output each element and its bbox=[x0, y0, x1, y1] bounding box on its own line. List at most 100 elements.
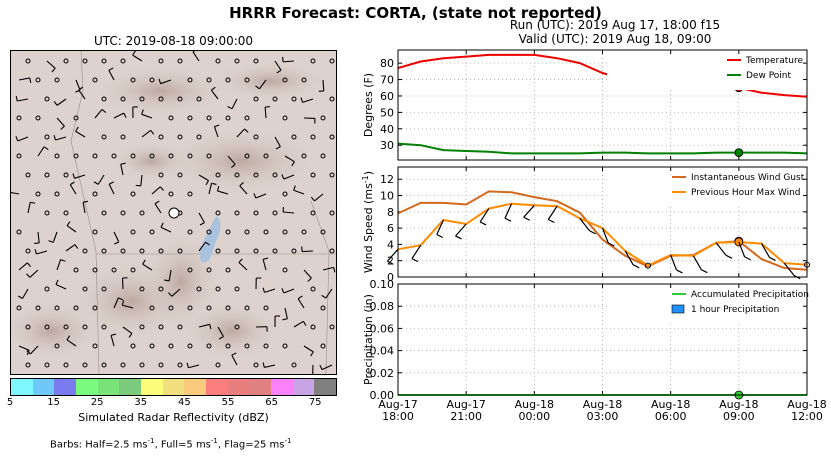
wind-barb-staff bbox=[66, 339, 77, 347]
wind-barb-staff bbox=[264, 288, 276, 293]
calm-wind-circle bbox=[215, 248, 221, 254]
calm-wind-circle bbox=[130, 267, 136, 273]
calm-wind-circle bbox=[310, 286, 316, 292]
wind-barb-staff bbox=[94, 109, 103, 119]
wind-barb-staff bbox=[302, 98, 314, 103]
wind-barb-staff bbox=[168, 269, 172, 281]
calm-wind-circle bbox=[149, 229, 155, 235]
calm-wind-circle bbox=[177, 58, 183, 64]
wind-barb-staff bbox=[321, 364, 333, 371]
calm-wind-circle bbox=[25, 324, 31, 330]
calm-wind-circle bbox=[272, 96, 278, 102]
colorbar-tick-label: 5 bbox=[6, 397, 14, 408]
wind-barb-staff bbox=[122, 304, 134, 309]
terrain-ridge bbox=[181, 301, 281, 361]
wind-barb-feather bbox=[26, 262, 32, 267]
station-marker bbox=[168, 207, 180, 219]
wind-barb-staff bbox=[436, 219, 444, 235]
wind-barb-staff bbox=[761, 243, 771, 258]
colorbar-tick-label: 65 bbox=[265, 397, 278, 408]
wind-barb-feather bbox=[34, 249, 37, 255]
y-axis-label-text: Degrees (F) bbox=[362, 73, 375, 137]
x-tick-label: Aug-18 12:00 bbox=[787, 398, 826, 423]
x-tick-label-time: 21:00 bbox=[450, 410, 482, 423]
y-axis-label-text: Wind Speed (ms bbox=[362, 183, 375, 273]
calm-wind-circle bbox=[263, 229, 269, 235]
wind-barb-feather bbox=[214, 124, 220, 128]
wind-barb-feather bbox=[26, 350, 31, 355]
calm-wind-circle bbox=[234, 286, 240, 292]
colorbar-swatch bbox=[184, 379, 207, 395]
wind-barb-staff bbox=[66, 225, 77, 233]
wind-barb-staff bbox=[52, 231, 58, 243]
y-tick-label: 0.02 bbox=[370, 367, 395, 380]
wind-barb-feather bbox=[29, 77, 32, 83]
calm-wind-circle bbox=[139, 210, 145, 216]
colorbar-swatch bbox=[227, 379, 250, 395]
colorbar-swatch bbox=[141, 379, 163, 395]
wind-barb-feather bbox=[291, 161, 295, 167]
calm-wind-circle bbox=[272, 248, 278, 254]
calm-wind-circle bbox=[253, 96, 259, 102]
wind-barb-feather bbox=[205, 180, 210, 186]
wind-barb-staff bbox=[56, 117, 65, 127]
wind-barb-feather bbox=[132, 51, 136, 56]
y-tick-label: 6 bbox=[387, 222, 394, 235]
wind-barb-map bbox=[10, 50, 337, 375]
calm-wind-circle bbox=[177, 362, 183, 368]
barb-note-part: Barbs: Half=2.5 ms bbox=[50, 439, 148, 451]
calm-wind-circle bbox=[158, 362, 164, 368]
wind-barb-staff bbox=[74, 174, 86, 179]
calm-wind-circle bbox=[101, 96, 107, 102]
x-tick-label-time: 00:00 bbox=[518, 410, 550, 423]
calm-wind-circle bbox=[206, 229, 212, 235]
calm-wind-circle bbox=[139, 96, 145, 102]
calm-wind-circle bbox=[282, 77, 288, 83]
figure-title: HRRR Forecast: CORTA, (state not reporte… bbox=[229, 4, 602, 22]
calm-wind-circle bbox=[16, 229, 22, 235]
wind-barb-staff bbox=[36, 250, 48, 255]
wind-barb-feather bbox=[238, 258, 243, 263]
calm-wind-circle bbox=[149, 153, 155, 159]
calm-wind-circle bbox=[44, 134, 50, 140]
wind-barb-feather bbox=[101, 109, 107, 114]
wind-barb-staff bbox=[601, 227, 609, 244]
wind-barb-feather bbox=[128, 333, 133, 338]
calm-wind-circle bbox=[101, 324, 107, 330]
wind-barb-staff bbox=[322, 79, 325, 92]
wind-barb-staff bbox=[97, 174, 105, 185]
calm-wind-circle bbox=[158, 58, 164, 64]
calm-wind-circle bbox=[158, 96, 164, 102]
x-tick-label-date: Aug-18 bbox=[651, 398, 690, 411]
wind-barb-feather bbox=[744, 256, 751, 261]
calm-wind-circle bbox=[253, 172, 259, 178]
wind-barb-feather bbox=[72, 173, 76, 179]
calm-wind-circle bbox=[215, 58, 221, 64]
calm-wind-circle bbox=[329, 248, 335, 254]
wind-barb-staff bbox=[301, 250, 314, 253]
wind-barb-staff bbox=[17, 98, 29, 102]
wind-barb-feather bbox=[262, 362, 265, 368]
wind-barb-feather bbox=[55, 279, 59, 285]
calm-wind-circle bbox=[187, 343, 193, 349]
wind-barb-feather bbox=[75, 126, 79, 132]
wind-barb-feather bbox=[66, 221, 71, 226]
wind-barb-feather bbox=[262, 287, 266, 293]
wind-barb-staff bbox=[108, 183, 115, 195]
y-tick-label: 2 bbox=[387, 255, 394, 268]
wind-barb-staff bbox=[255, 193, 267, 199]
wind-barb-staff bbox=[479, 208, 490, 223]
calm-wind-circle bbox=[244, 77, 250, 83]
wind-barb-feather bbox=[333, 267, 336, 273]
calm-wind-circle bbox=[120, 362, 126, 368]
calm-wind-circle bbox=[206, 305, 212, 311]
y-axis-label-sup: -1 bbox=[361, 175, 370, 183]
calm-wind-circle bbox=[187, 229, 193, 235]
wind-barb-staff bbox=[411, 244, 422, 259]
calm-wind-circle bbox=[101, 210, 107, 216]
wind-barb-feather bbox=[154, 200, 160, 205]
wind-barb-staff bbox=[303, 345, 314, 353]
calm-wind-circle bbox=[253, 58, 259, 64]
wind-barb-staff bbox=[386, 248, 399, 262]
calm-wind-circle bbox=[92, 343, 98, 349]
